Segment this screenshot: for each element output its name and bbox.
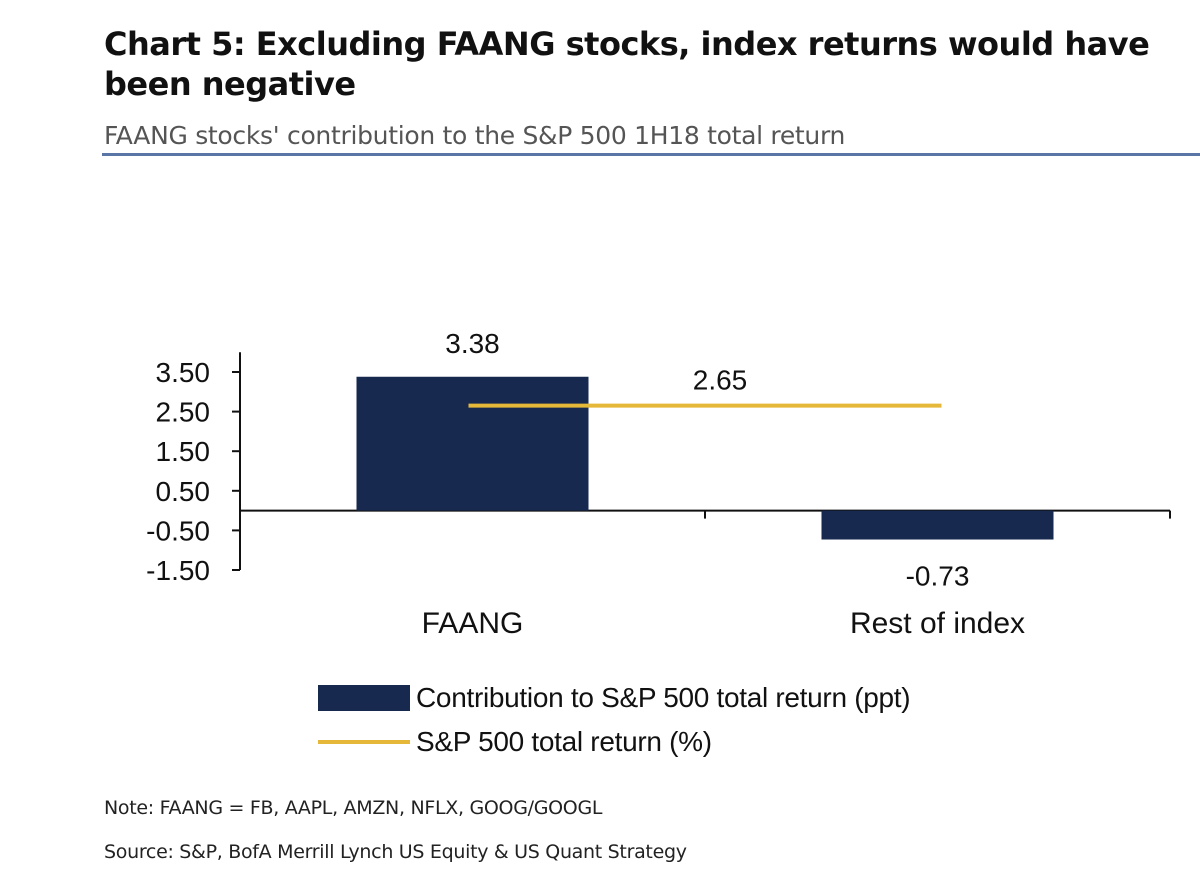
y-tick-label: 3.50 xyxy=(156,357,211,388)
bar-1 xyxy=(821,510,1054,540)
x-tick-label: Rest of index xyxy=(850,607,1025,640)
legend-swatch-line xyxy=(318,740,410,744)
chart-subtitle: FAANG stocks' contribution to the S&P 50… xyxy=(104,121,846,150)
y-tick-label: -0.50 xyxy=(146,515,210,546)
y-tick-label: 2.50 xyxy=(156,397,211,428)
chart-note: Note: FAANG = FB, AAPL, AMZN, NFLX, GOOG… xyxy=(104,797,603,819)
bar-data-label: 3.38 xyxy=(445,328,500,359)
legend-swatch-bar xyxy=(318,685,410,711)
legend: Contribution to S&P 500 total return (pp… xyxy=(318,676,911,764)
chart-title: Chart 5: Excluding FAANG stocks, index r… xyxy=(104,25,1150,103)
legend-item-contribution: Contribution to S&P 500 total return (pp… xyxy=(318,676,911,720)
x-tick-label: FAANG xyxy=(422,607,524,640)
chart-source: Source: S&P, BofA Merrill Lynch US Equit… xyxy=(104,841,687,863)
y-tick-label: 1.50 xyxy=(156,436,211,467)
legend-label-total-return: S&P 500 total return (%) xyxy=(416,726,712,757)
y-tick-label: -1.50 xyxy=(146,555,210,586)
line-data-label: 2.65 xyxy=(693,365,748,396)
legend-label-contribution: Contribution to S&P 500 total return (pp… xyxy=(416,682,911,713)
legend-item-total-return: S&P 500 total return (%) xyxy=(318,720,910,764)
title-divider xyxy=(102,153,1200,156)
bar-chart: 3.50 2.50 1.50 0.50 -0.50 -1.50 3.38 FAANG -0.73… xyxy=(146,328,1171,640)
y-tick-label: 0.50 xyxy=(156,476,211,507)
bar-data-label: -0.73 xyxy=(906,561,970,592)
bar-0 xyxy=(356,376,589,511)
